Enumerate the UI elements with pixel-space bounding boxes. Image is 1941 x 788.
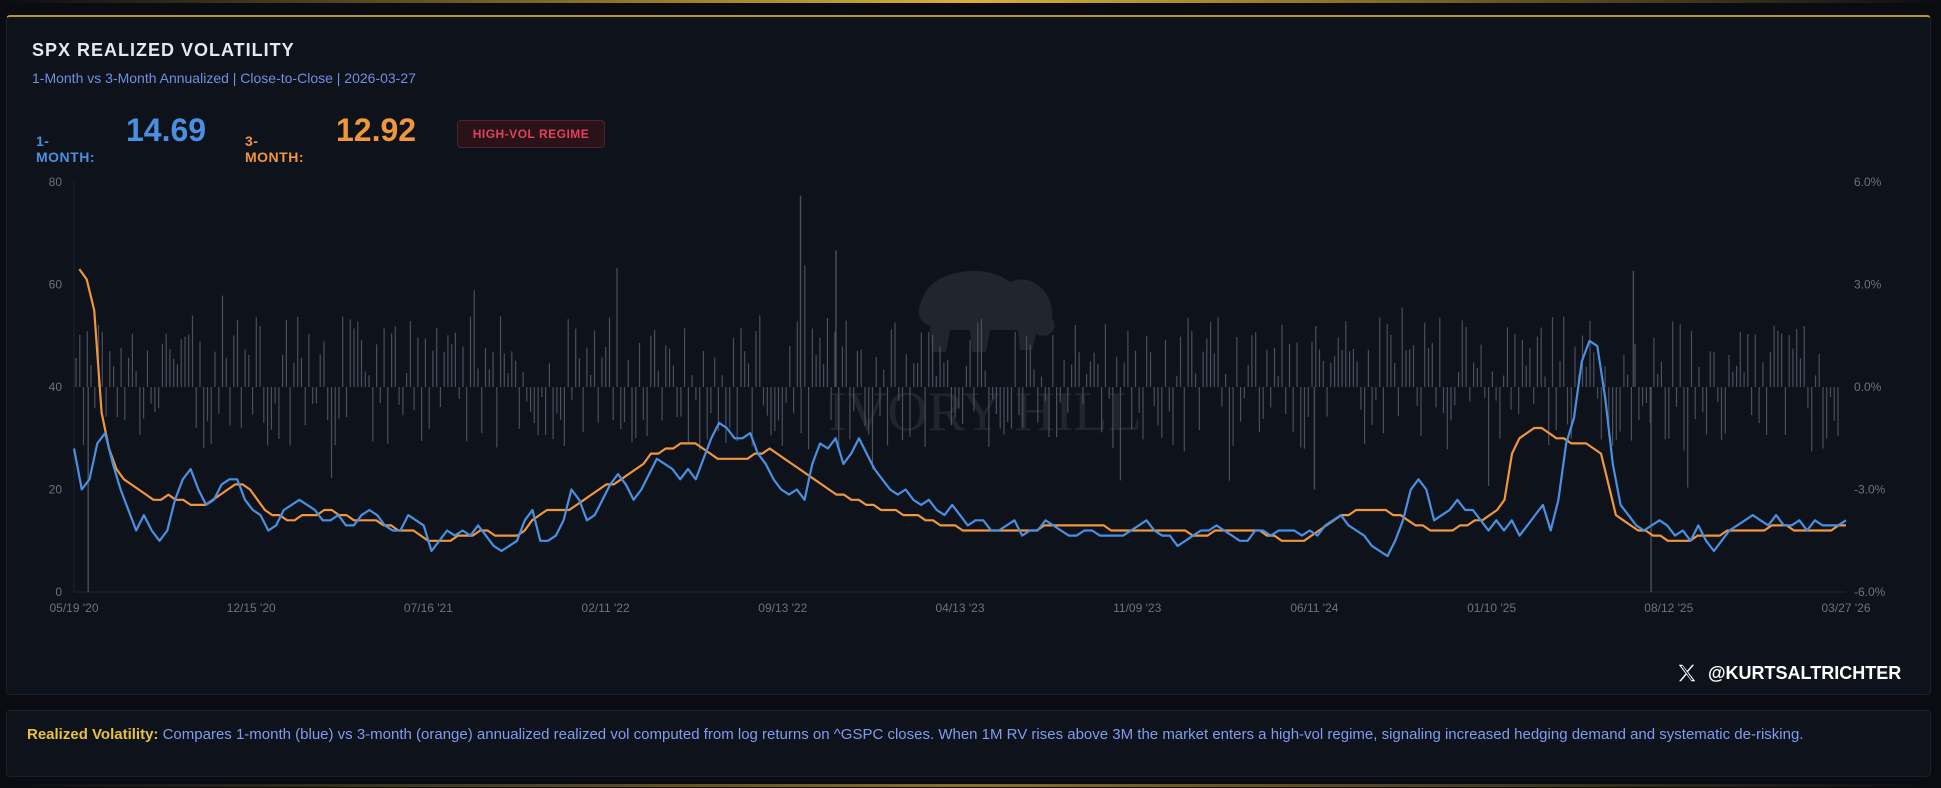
footer-text: Compares 1-month (blue) vs 3-month (oran… [162, 726, 1804, 743]
x-tick-label: 03/27 '26 [1821, 601, 1870, 615]
y2-tick-label: -3.0% [1854, 483, 1886, 497]
one-month-series-line [72, 339, 1847, 558]
y-tick-label: 80 [49, 175, 63, 189]
y-tick-label: 40 [49, 380, 63, 394]
x-tick-label: 08/12 '25 [1644, 601, 1693, 615]
x-tick-label: 02/11 '22 [582, 601, 630, 615]
handle-text: @KURTSALTRICHTER [1708, 662, 1902, 683]
x-tick-label: 05/19 '20 [49, 601, 98, 615]
footer-lead: Realized Volatility: [27, 726, 159, 743]
x-tick-label: 04/13 '23 [935, 601, 984, 615]
description-footer: Realized Volatility: Compares 1-month (b… [6, 710, 1931, 777]
social-handle[interactable]: @KURTSALTRICHTER [1676, 662, 1901, 684]
bottom-accent-glow [0, 784, 1941, 787]
x-tick-label: 12/15 '20 [227, 601, 276, 615]
top-accent-glow [0, 0, 1941, 3]
y2-tick-label: 3.0% [1854, 278, 1882, 292]
three-month-value: 12.92 [336, 112, 417, 148]
y-tick-label: 60 [49, 278, 63, 292]
x-tick-label: 07/16 '21 [404, 601, 453, 615]
y2-tick-label: 6.0% [1854, 175, 1882, 189]
y-tick-label: 20 [49, 483, 63, 497]
daily-return-bars [75, 195, 1839, 592]
y2-tick-label: -6.0% [1854, 585, 1886, 599]
y-tick-label: 0 [55, 585, 62, 599]
chart-subtitle: 1-Month vs 3-Month Annualized | Close-to… [32, 70, 416, 86]
volatility-chart: IVORY HILL 0 20 40 60 80 6.0% 3.0% 0.0% -3.0% -6.0… [49, 175, 1886, 615]
one-month-value: 14.69 [126, 112, 207, 148]
regime-badge: HIGH-VOL REGIME [457, 120, 605, 148]
three-month-series-line [78, 268, 1846, 542]
chart-panel [6, 15, 1931, 695]
x-tick-label: 06/11 '24 [1290, 601, 1338, 615]
watermark-logo: IVORY HILL [828, 270, 1142, 443]
chart-title: SPX REALIZED VOLATILITY [32, 40, 295, 60]
three-month-label: 3-MONTH: [245, 133, 304, 165]
x-tick-label: 01/10 '25 [1467, 601, 1516, 615]
x-logo-icon [1678, 664, 1696, 682]
y2-tick-label: 0.0% [1854, 380, 1882, 394]
watermark-elephant-icon [918, 270, 1055, 352]
x-tick-label: 09/13 '22 [758, 601, 807, 615]
watermark-text: IVORY HILL [828, 381, 1142, 443]
x-tick-label: 11/09 '23 [1113, 601, 1161, 615]
one-month-label: 1-MONTH: [36, 133, 95, 165]
